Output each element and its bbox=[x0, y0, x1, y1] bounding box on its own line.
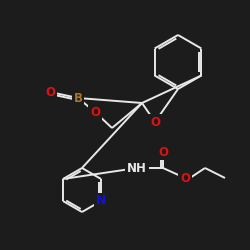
Text: O: O bbox=[158, 146, 168, 158]
Text: O: O bbox=[45, 86, 55, 98]
Text: O: O bbox=[150, 116, 160, 128]
Text: B: B bbox=[74, 92, 82, 104]
Text: O: O bbox=[180, 172, 190, 184]
Text: NH: NH bbox=[127, 162, 147, 174]
Text: O: O bbox=[90, 106, 100, 118]
Text: N: N bbox=[96, 194, 106, 207]
